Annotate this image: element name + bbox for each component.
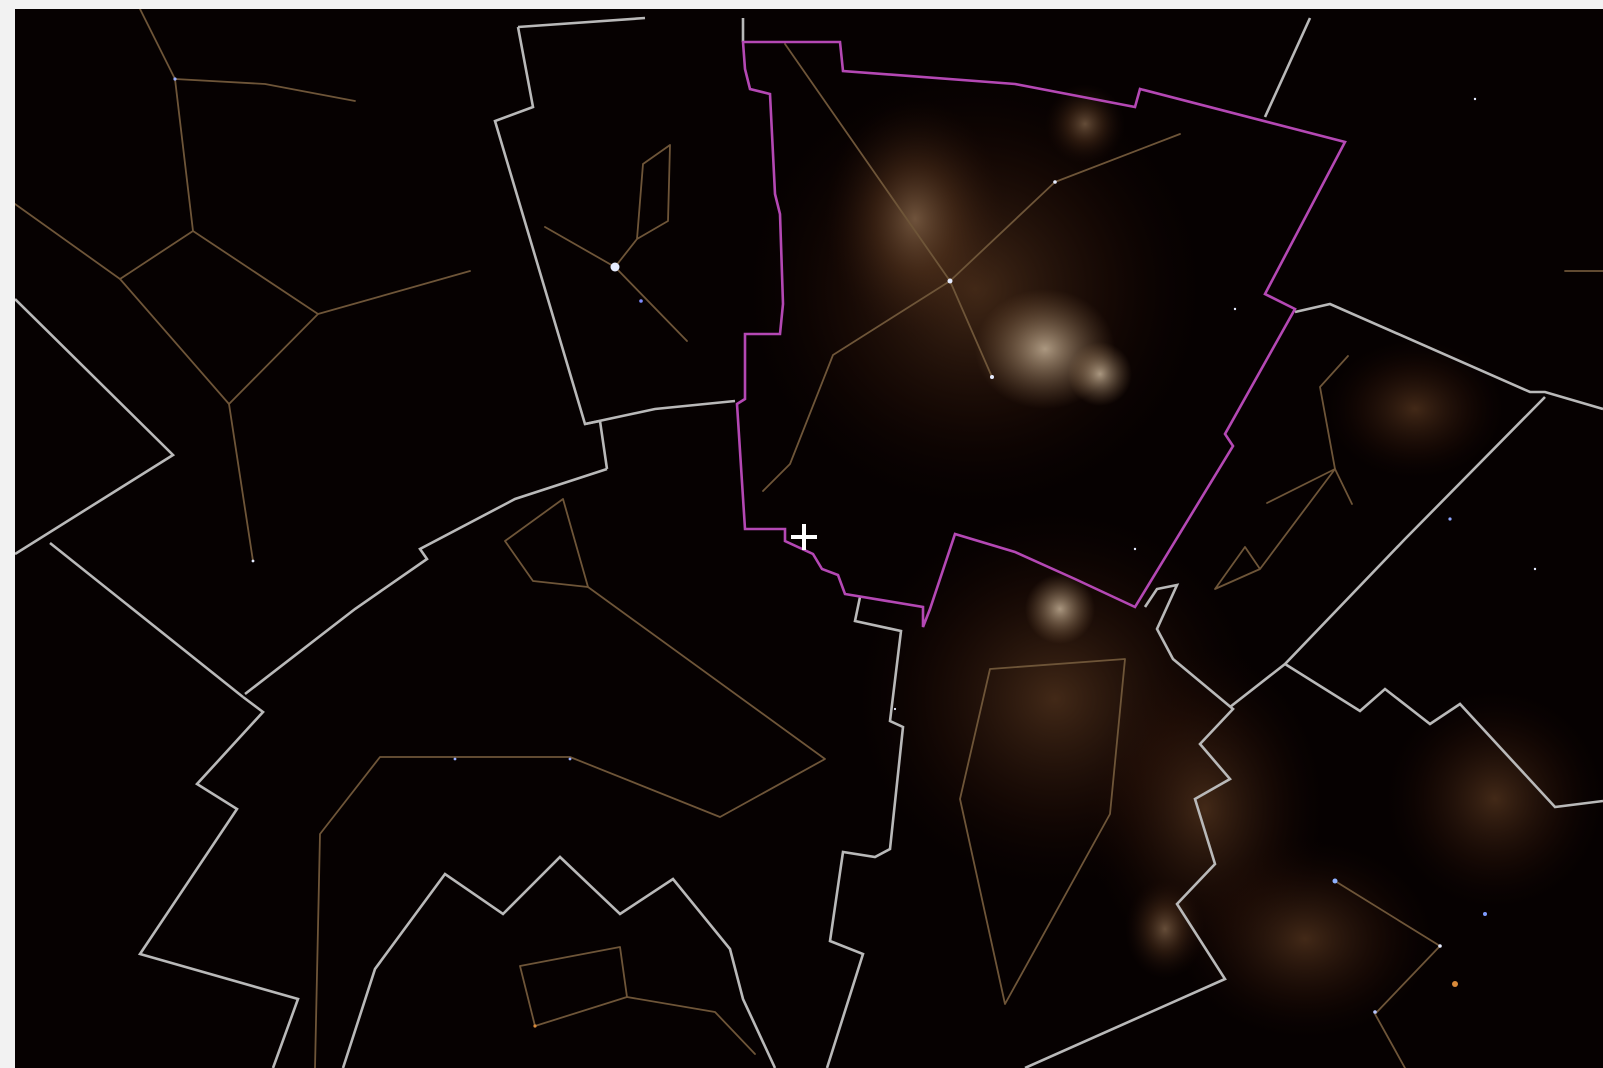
constellation-boundary — [49, 541, 244, 699]
star — [1133, 547, 1137, 551]
sky-map-canvas[interactable] — [15, 9, 1603, 1068]
constellation-boundary — [1263, 17, 1312, 118]
selected-constellation-outline[interactable] — [735, 40, 1347, 628]
constellation-boundary — [244, 467, 608, 696]
constellation-boundary — [137, 695, 300, 1068]
bright-star — [610, 262, 620, 272]
star — [1438, 944, 1442, 948]
star — [1448, 517, 1452, 521]
constellation-figure-line — [762, 280, 951, 492]
constellation-figure-line — [626, 996, 756, 1055]
constellation-boundary — [15, 298, 176, 556]
nebula-glow — [1025, 574, 1095, 644]
star — [1473, 97, 1477, 101]
constellation-boundary — [1024, 583, 1235, 1068]
constellation-figure-line — [959, 658, 1126, 1005]
star — [568, 757, 572, 761]
star — [1053, 180, 1057, 184]
milky-way-nebula — [745, 69, 1603, 1039]
star — [893, 707, 897, 711]
constellation-figure-line — [1266, 468, 1336, 504]
sky-map-viewport[interactable] — [15, 9, 1603, 1068]
constellation-boundary — [517, 16, 646, 29]
constellation-figure-line — [317, 270, 471, 315]
nebula-glow — [1068, 342, 1132, 406]
constellation-figure-line — [314, 586, 826, 1068]
highlighted-constellation-boundary[interactable] — [735, 40, 1347, 628]
star — [251, 559, 255, 563]
constellation-figure-line — [504, 498, 589, 588]
constellation-boundary — [1229, 396, 1546, 709]
star — [1373, 1010, 1377, 1014]
star — [533, 1024, 537, 1028]
constellation-figure-line — [139, 9, 356, 102]
constellation-boundary — [584, 399, 736, 426]
star — [639, 299, 643, 303]
constellation-figure-line — [1214, 468, 1336, 590]
star — [1452, 981, 1458, 987]
constellation-figure-line — [228, 403, 254, 562]
constellation-boundary — [493, 26, 609, 470]
star — [453, 757, 457, 761]
constellation-boundary — [825, 596, 905, 1068]
constellation-boundary — [1294, 302, 1603, 411]
constellation-figure-line — [614, 144, 671, 268]
star — [1483, 912, 1487, 916]
nebula-glow — [1325, 339, 1505, 479]
star — [1332, 878, 1338, 884]
nebula-glow — [1045, 84, 1125, 164]
nebula-glow — [1175, 839, 1435, 1039]
constellation-boundary — [1284, 662, 1603, 809]
star — [1233, 307, 1237, 311]
stars — [173, 77, 1537, 1028]
star — [990, 375, 994, 379]
constellation-figure-line — [1334, 880, 1441, 1068]
star — [173, 77, 177, 81]
constellation-figure-line — [1319, 355, 1353, 505]
constellation-figure-line — [119, 230, 319, 405]
constellation-figure-line — [519, 946, 628, 1027]
star — [1533, 567, 1537, 571]
nebula-glow — [1385, 689, 1603, 909]
constellation-boundary — [341, 855, 777, 1068]
constellation-boundaries — [15, 16, 1603, 1068]
nebula-glow — [825, 99, 1005, 339]
star — [947, 278, 953, 284]
constellation-figures — [15, 9, 1603, 1068]
constellation-figure-line — [15, 78, 194, 280]
constellation-figure-line — [544, 226, 688, 342]
